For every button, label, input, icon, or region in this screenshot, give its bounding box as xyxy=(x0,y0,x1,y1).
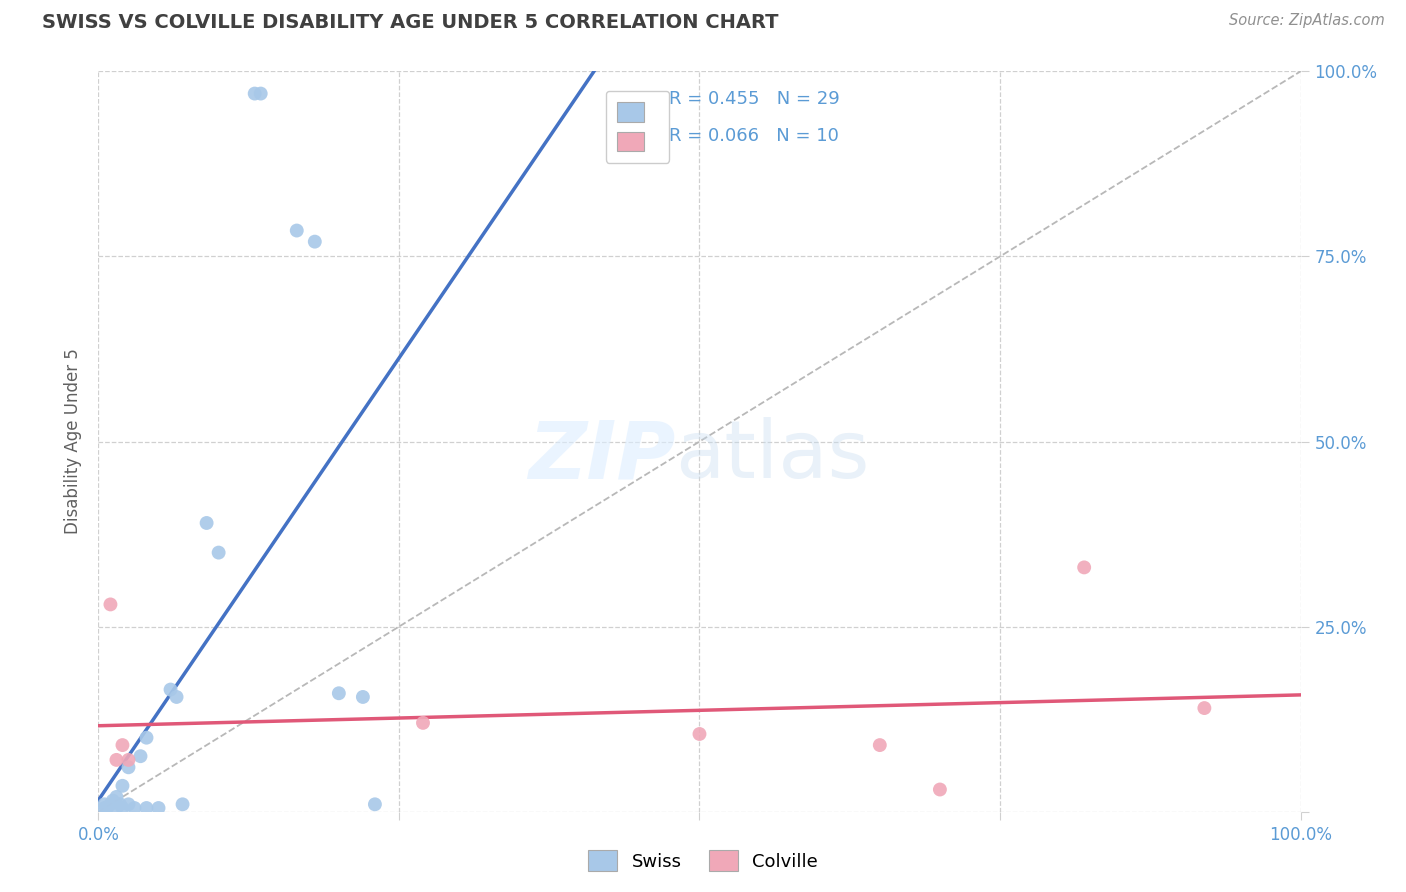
Point xyxy=(159,682,181,697)
Point xyxy=(328,686,350,700)
Text: R = 0.455   N = 29: R = 0.455 N = 29 xyxy=(669,90,841,108)
Point xyxy=(111,738,134,752)
Point xyxy=(304,235,326,249)
Text: atlas: atlas xyxy=(675,417,870,495)
Point xyxy=(100,797,122,812)
Text: SWISS VS COLVILLE DISABILITY AGE UNDER 5 CORRELATION CHART: SWISS VS COLVILLE DISABILITY AGE UNDER 5… xyxy=(42,13,779,32)
Point xyxy=(249,87,271,101)
Point xyxy=(105,753,128,767)
Text: ZIP: ZIP xyxy=(529,417,675,495)
Point xyxy=(412,715,434,730)
Point xyxy=(117,760,139,774)
Point xyxy=(93,797,115,812)
Point xyxy=(111,779,134,793)
Point xyxy=(208,546,231,560)
Legend: , : , xyxy=(606,91,669,162)
Legend: Swiss, Colville: Swiss, Colville xyxy=(581,843,825,879)
Point xyxy=(117,797,139,812)
Point xyxy=(166,690,188,704)
Point xyxy=(869,738,891,752)
Y-axis label: Disability Age Under 5: Disability Age Under 5 xyxy=(65,349,83,534)
Point xyxy=(101,794,124,808)
Point xyxy=(172,797,194,812)
Point xyxy=(243,87,266,101)
Point xyxy=(364,797,387,812)
Point xyxy=(352,690,374,704)
Text: Source: ZipAtlas.com: Source: ZipAtlas.com xyxy=(1229,13,1385,29)
Point xyxy=(135,801,157,815)
Point xyxy=(689,727,711,741)
Point xyxy=(148,801,170,815)
Point xyxy=(124,801,146,815)
Point xyxy=(100,598,122,612)
Point xyxy=(195,516,218,530)
Point xyxy=(117,753,139,767)
Point xyxy=(1194,701,1216,715)
Point xyxy=(105,801,128,815)
Point xyxy=(135,731,157,745)
Point xyxy=(928,782,950,797)
Point xyxy=(105,789,128,804)
Point xyxy=(111,801,134,815)
Point xyxy=(129,749,152,764)
Point xyxy=(96,801,118,815)
Point xyxy=(1073,560,1095,574)
Point xyxy=(285,223,308,237)
Text: R = 0.066   N = 10: R = 0.066 N = 10 xyxy=(669,127,839,145)
Point xyxy=(108,797,131,812)
Point xyxy=(93,801,115,815)
